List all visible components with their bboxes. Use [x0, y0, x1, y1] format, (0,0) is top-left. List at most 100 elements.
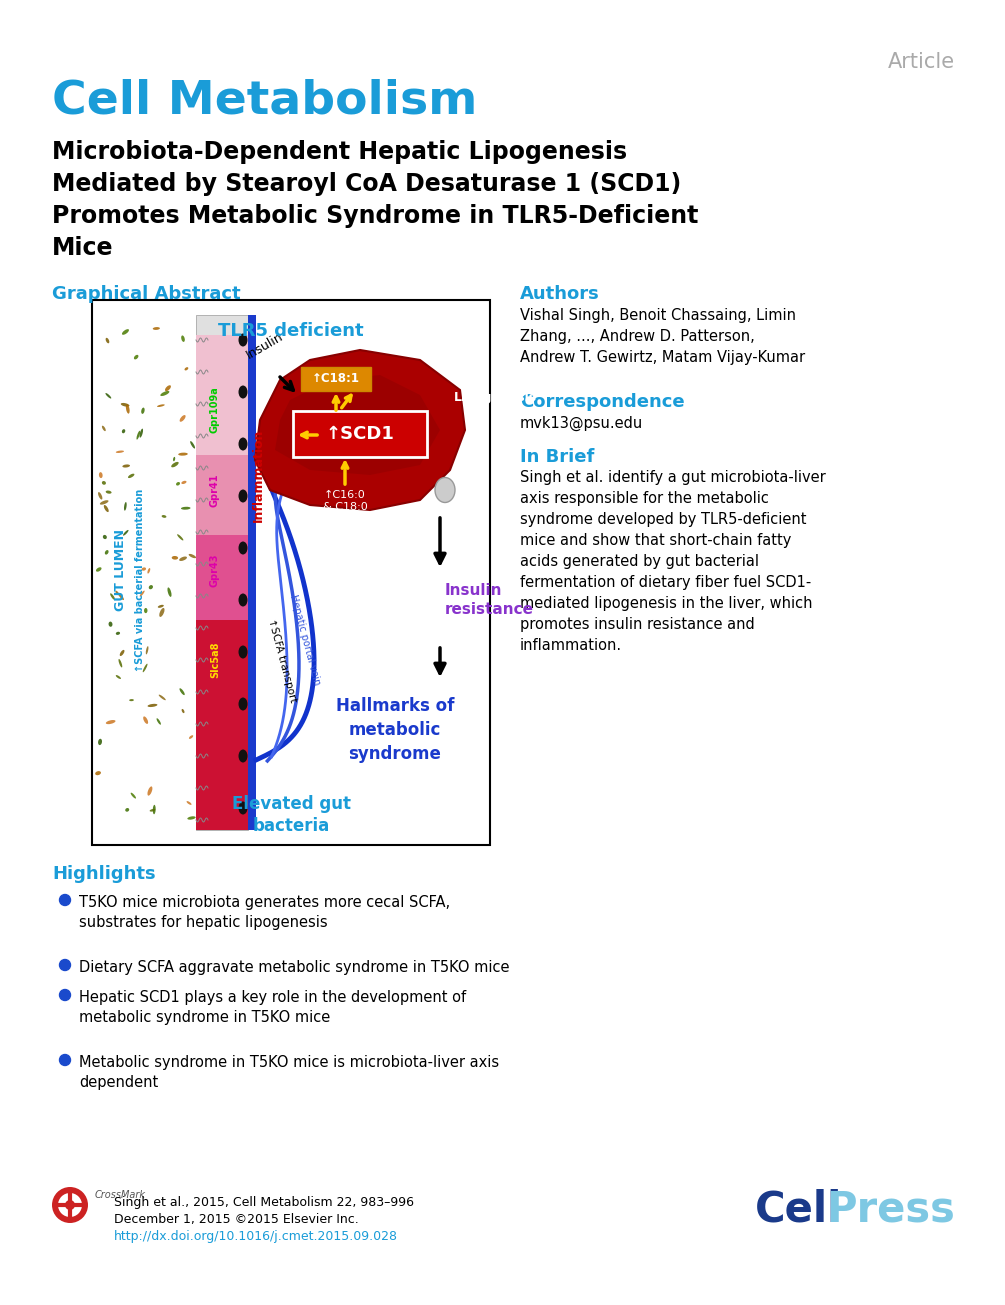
PathPatch shape	[275, 375, 440, 475]
Ellipse shape	[126, 405, 130, 414]
Ellipse shape	[238, 801, 247, 814]
Bar	[196, 335, 248, 455]
Ellipse shape	[137, 431, 140, 440]
Text: Press: Press	[826, 1189, 955, 1231]
Ellipse shape	[106, 491, 112, 493]
Ellipse shape	[150, 809, 156, 812]
Ellipse shape	[142, 407, 145, 414]
Text: Slc5a8: Slc5a8	[210, 642, 220, 679]
Text: ↑SCFA transport: ↑SCFA transport	[266, 617, 298, 703]
Ellipse shape	[162, 515, 167, 518]
Bar	[196, 620, 248, 830]
Ellipse shape	[159, 694, 166, 701]
Ellipse shape	[120, 650, 125, 656]
Circle shape	[52, 1188, 88, 1223]
Ellipse shape	[106, 720, 116, 724]
Ellipse shape	[161, 392, 170, 395]
Ellipse shape	[123, 530, 129, 535]
Ellipse shape	[238, 334, 247, 347]
Ellipse shape	[176, 482, 180, 485]
Bar	[248, 315, 256, 830]
Text: Insulin: Insulin	[244, 330, 285, 361]
Ellipse shape	[134, 355, 139, 359]
Text: mvk13@psu.edu: mvk13@psu.edu	[520, 416, 643, 431]
Ellipse shape	[98, 739, 102, 745]
Ellipse shape	[159, 608, 165, 617]
Text: Promotes Metabolic Syndrome in TLR5-Deficient: Promotes Metabolic Syndrome in TLR5-Defi…	[52, 204, 698, 228]
FancyBboxPatch shape	[302, 367, 371, 392]
Bar	[92, 300, 490, 846]
Ellipse shape	[187, 817, 196, 820]
Ellipse shape	[103, 535, 107, 539]
Text: http://dx.doi.org/10.1016/j.cmet.2015.09.028: http://dx.doi.org/10.1016/j.cmet.2015.09…	[114, 1231, 398, 1242]
PathPatch shape	[255, 350, 465, 510]
Text: Article: Article	[887, 52, 955, 72]
Ellipse shape	[105, 551, 109, 555]
Ellipse shape	[181, 506, 191, 510]
Ellipse shape	[140, 428, 143, 437]
Ellipse shape	[148, 787, 153, 796]
Ellipse shape	[238, 594, 247, 607]
Ellipse shape	[181, 335, 185, 342]
Ellipse shape	[171, 462, 179, 467]
Ellipse shape	[153, 328, 160, 330]
Ellipse shape	[102, 425, 106, 431]
Text: Gpr41: Gpr41	[210, 474, 220, 506]
Ellipse shape	[95, 568, 102, 572]
Ellipse shape	[185, 367, 188, 371]
Text: ↑C16:0
& C18:0: ↑C16:0 & C18:0	[323, 489, 368, 513]
Ellipse shape	[95, 771, 100, 775]
Ellipse shape	[238, 542, 247, 555]
Ellipse shape	[238, 697, 247, 710]
Ellipse shape	[111, 594, 115, 600]
FancyBboxPatch shape	[293, 411, 427, 457]
Bar	[196, 455, 248, 535]
Ellipse shape	[173, 457, 175, 461]
Text: Insulin
resistance: Insulin resistance	[445, 583, 534, 617]
Text: Mediated by Stearoyl CoA Desaturase 1 (SCD1): Mediated by Stearoyl CoA Desaturase 1 (S…	[52, 172, 681, 196]
Text: Gpr43: Gpr43	[210, 553, 220, 587]
Text: Microbiota-Dependent Hepatic Lipogenesis: Microbiota-Dependent Hepatic Lipogenesis	[52, 140, 627, 164]
Text: T5KO mice microbiota generates more cecal SCFA,
substrates for hepatic lipogenes: T5KO mice microbiota generates more ceca…	[79, 895, 450, 930]
Ellipse shape	[122, 329, 129, 335]
Ellipse shape	[189, 735, 193, 739]
Ellipse shape	[122, 429, 126, 433]
Circle shape	[59, 894, 70, 906]
Text: Hallmarks of
metabolic
syndrome: Hallmarks of metabolic syndrome	[336, 697, 454, 762]
Ellipse shape	[98, 472, 103, 478]
Ellipse shape	[148, 703, 158, 707]
Ellipse shape	[119, 659, 123, 667]
Circle shape	[65, 1201, 75, 1210]
Ellipse shape	[180, 415, 186, 422]
Ellipse shape	[119, 594, 124, 600]
Text: December 1, 2015 ©2015 Elsevier Inc.: December 1, 2015 ©2015 Elsevier Inc.	[114, 1214, 359, 1225]
Ellipse shape	[131, 792, 136, 799]
Text: CrossMark: CrossMark	[95, 1190, 146, 1201]
Text: TLR5 deficient: TLR5 deficient	[218, 322, 364, 341]
Text: ↑SCD1: ↑SCD1	[326, 425, 394, 442]
Ellipse shape	[182, 709, 185, 713]
Ellipse shape	[168, 587, 172, 596]
Text: Mice: Mice	[52, 236, 114, 260]
Ellipse shape	[148, 568, 151, 573]
Text: Elevated gut
bacteria: Elevated gut bacteria	[231, 795, 351, 835]
Ellipse shape	[121, 403, 130, 407]
Ellipse shape	[106, 393, 112, 398]
Ellipse shape	[106, 338, 110, 343]
Ellipse shape	[130, 699, 134, 701]
Ellipse shape	[238, 646, 247, 659]
Ellipse shape	[158, 604, 164, 608]
Ellipse shape	[99, 500, 109, 505]
Text: ↑C18:1: ↑C18:1	[312, 372, 360, 385]
Ellipse shape	[189, 553, 196, 559]
Circle shape	[59, 1054, 70, 1065]
Circle shape	[59, 989, 70, 1001]
Ellipse shape	[153, 805, 156, 814]
Ellipse shape	[238, 489, 247, 502]
Text: Graphical Abstract: Graphical Abstract	[52, 284, 240, 303]
Ellipse shape	[116, 591, 120, 595]
Text: Cell: Cell	[755, 1189, 842, 1231]
Ellipse shape	[157, 718, 161, 724]
Ellipse shape	[126, 808, 130, 812]
Ellipse shape	[142, 568, 146, 570]
